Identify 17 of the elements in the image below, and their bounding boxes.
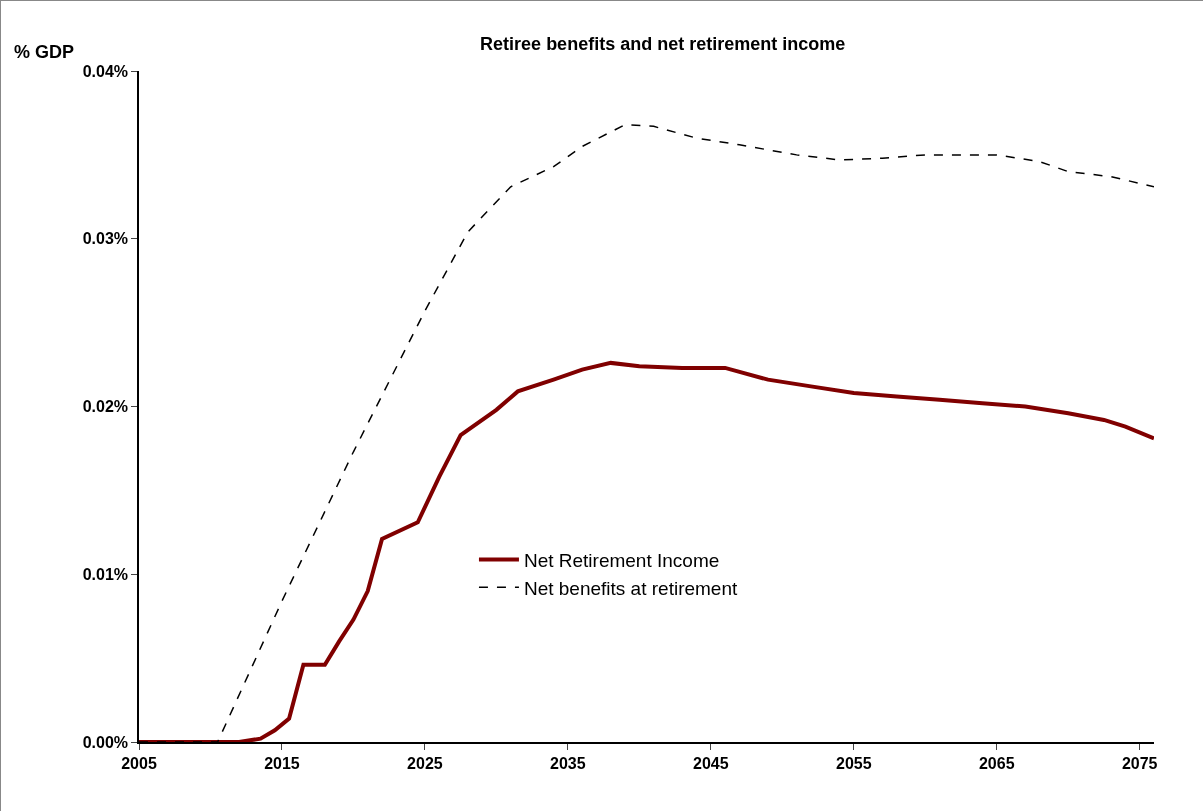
x-tick-label: 2035 (550, 754, 586, 772)
y-tick-label: 0.00% (82, 733, 129, 751)
y-tick-label: 0.02% (82, 398, 129, 416)
chart-title: Retiree benefits and net retirement income (480, 34, 846, 55)
y-tick-label: 0.03% (82, 230, 129, 248)
x-tick-label: 2045 (693, 754, 729, 772)
x-tick-label: 2055 (835, 754, 872, 772)
x-tick-label: 2075 (1121, 754, 1158, 772)
y-tick-label: 0.01% (82, 565, 129, 583)
x-tick-label: 2015 (264, 754, 300, 772)
x-tick-label: 2065 (978, 754, 1015, 772)
y-axis-title: % GDP (14, 42, 75, 62)
y-tick-label: 0.04% (82, 62, 129, 80)
legend-label: Net Retirement Income (523, 549, 720, 571)
legend-label: Net benefits at retirement (523, 577, 738, 599)
x-tick-label: 2005 (121, 754, 157, 772)
x-tick-label: 2025 (407, 754, 443, 772)
